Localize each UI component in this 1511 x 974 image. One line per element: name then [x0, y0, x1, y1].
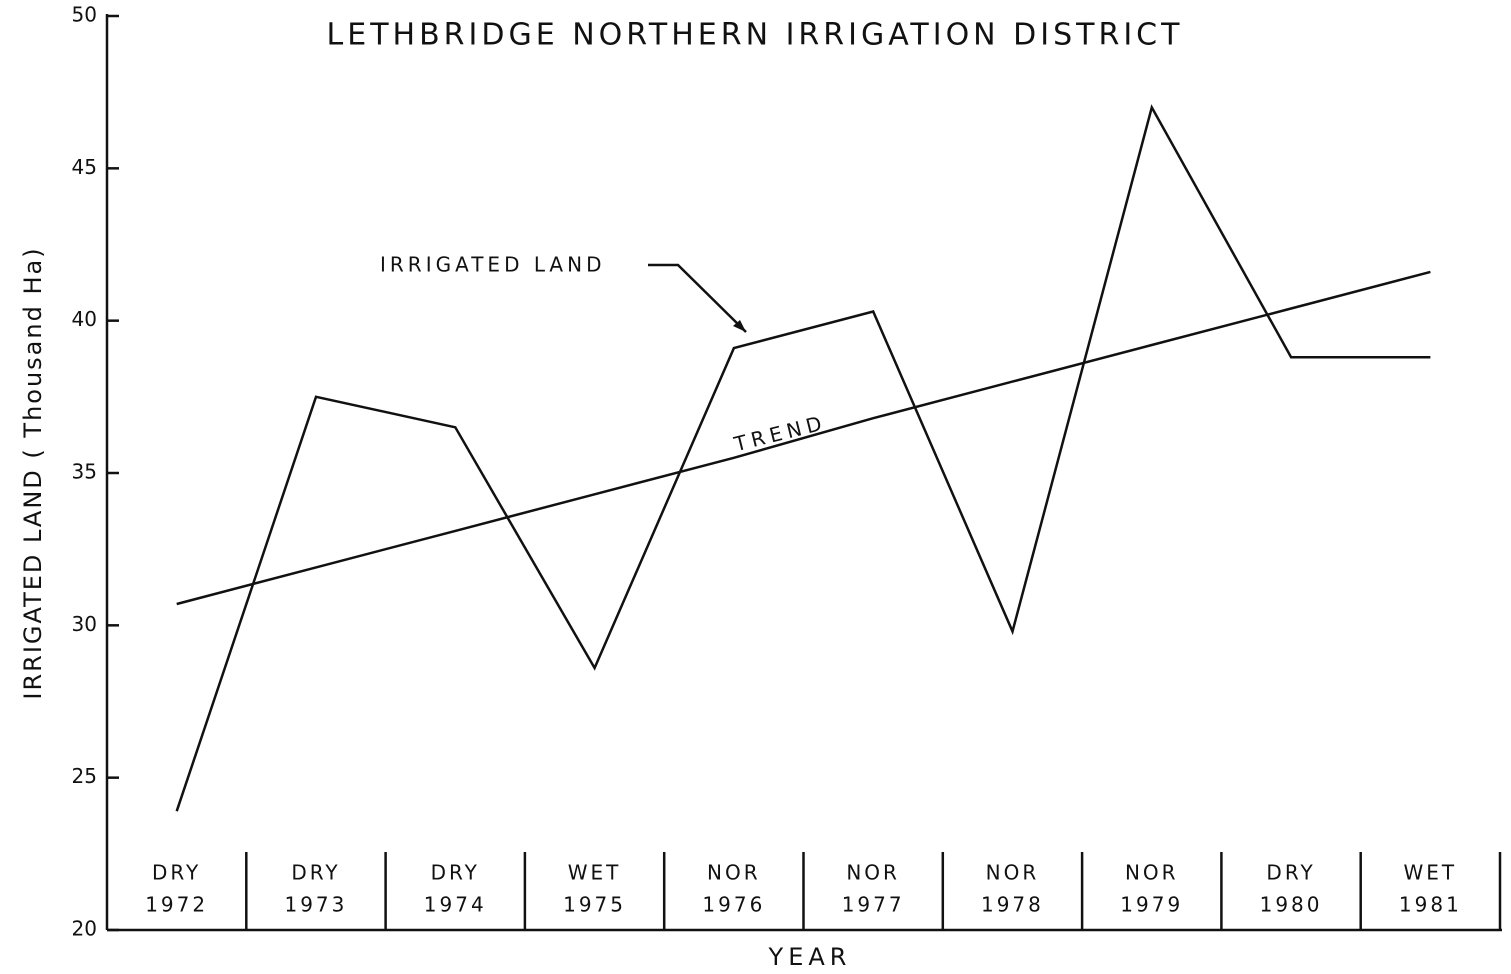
y-tick-label: 35	[72, 460, 97, 484]
x-tick-condition: DRY	[291, 861, 340, 885]
series-line	[175, 104, 1431, 812]
x-tick-condition: DRY	[152, 861, 201, 885]
x-tick-condition: DRY	[1266, 861, 1315, 885]
x-tick-condition: NOR	[707, 861, 761, 885]
x-tick-label: 1976	[702, 893, 765, 917]
y-tick-label: 50	[72, 3, 97, 27]
y-tick-label: 40	[72, 307, 97, 331]
x-tick-label: 1981	[1399, 893, 1462, 917]
y-tick-label: 20	[72, 917, 97, 941]
chart-title: LETHBRIDGE NORTHERN IRRIGATION DISTRICT	[327, 18, 1184, 53]
y-tick-label: 45	[72, 155, 97, 179]
series-annotation: IRRIGATED LAND	[380, 253, 605, 277]
y-tick-label: 25	[72, 764, 97, 788]
x-tick-condition: DRY	[431, 861, 480, 885]
x-tick-label: 1980	[1260, 893, 1323, 917]
x-tick-label: 1975	[563, 893, 626, 917]
x-tick-condition: NOR	[986, 861, 1040, 885]
series-line	[176, 270, 1431, 606]
x-tick-label: 1977	[842, 893, 905, 917]
x-tick-label: 1978	[981, 893, 1044, 917]
x-tick-condition: NOR	[1125, 861, 1179, 885]
x-tick-label: 1973	[284, 893, 347, 917]
x-tick-condition: WET	[1404, 861, 1458, 885]
series-annotation: TREND	[731, 410, 829, 456]
x-tick-condition: NOR	[846, 861, 900, 885]
y-axis-label: IRRIGATED LAND ( Thousand Ha)	[19, 246, 47, 699]
x-axis-label: YEAR	[768, 943, 852, 971]
x-tick-label: 1979	[1120, 893, 1183, 917]
annotation-arrow	[648, 263, 747, 333]
x-tick-label: 1974	[424, 893, 487, 917]
arrow-head	[733, 320, 746, 332]
y-tick-label: 30	[72, 612, 97, 636]
x-tick-label: 1972	[145, 893, 208, 917]
x-tick-condition: WET	[568, 861, 622, 885]
